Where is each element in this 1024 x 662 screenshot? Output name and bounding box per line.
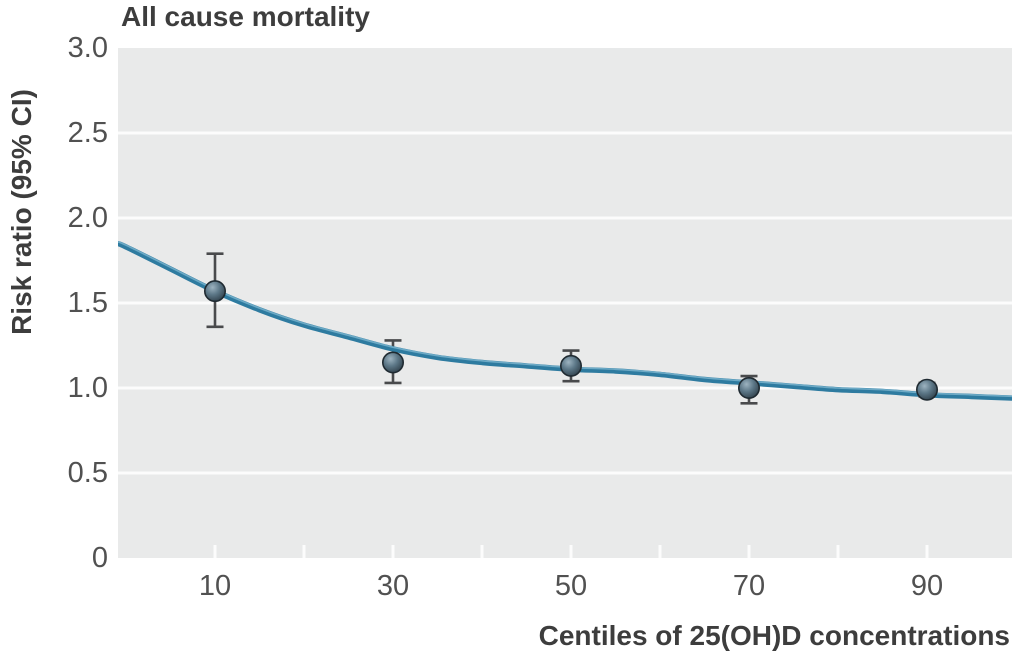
data-point: [559, 354, 582, 377]
fit-curve-highlight: [118, 241, 1012, 398]
x-tick-label: 30: [376, 570, 410, 602]
plot-canvas: [118, 131, 1012, 558]
fit-curve: [118, 240, 1012, 401]
y-tick-label: 2.5: [67, 117, 108, 149]
x-tick-label: 90: [910, 570, 944, 602]
data-point: [737, 376, 760, 399]
y-tick-label: 0: [91, 542, 108, 574]
y-tick-label: 1.0: [67, 372, 108, 404]
data-point: [204, 280, 227, 303]
x-axis-label: Centiles of 25(OH)D concentrations: [538, 620, 1010, 651]
x-tick-label: 70: [732, 570, 766, 602]
y-tick-label: 3.0: [67, 32, 108, 64]
y-tick-label: 2.0: [67, 202, 108, 234]
y-tick-label: 1.5: [67, 287, 108, 319]
data-point: [915, 378, 938, 401]
x-tick-label: 10: [198, 570, 232, 602]
x-tick-label: 50: [554, 570, 588, 602]
data-point: [381, 351, 404, 374]
plot-area: [118, 48, 1012, 558]
y-tick-label: 0.5: [67, 457, 108, 489]
chart-title: All cause mortality: [121, 1, 370, 32]
